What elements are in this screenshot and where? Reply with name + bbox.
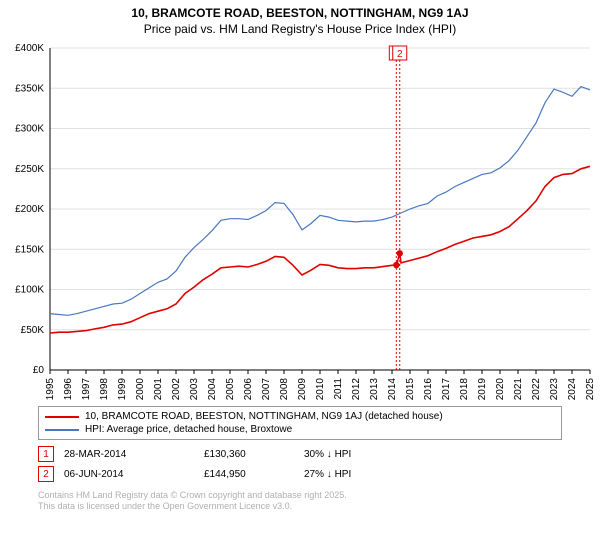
- footnote-line: This data is licensed under the Open Gov…: [38, 501, 562, 512]
- svg-text:1998: 1998: [99, 378, 110, 400]
- svg-text:2008: 2008: [279, 378, 290, 400]
- sale-index-box: 1: [38, 446, 54, 462]
- svg-text:2015: 2015: [405, 378, 416, 400]
- svg-text:2021: 2021: [513, 378, 524, 400]
- svg-text:2012: 2012: [351, 378, 362, 400]
- svg-text:£0: £0: [33, 365, 45, 376]
- svg-text:2013: 2013: [369, 378, 380, 400]
- svg-text:1999: 1999: [117, 378, 128, 400]
- legend-swatch: [45, 416, 79, 418]
- svg-text:2016: 2016: [423, 378, 434, 400]
- legend-swatch: [45, 429, 79, 431]
- svg-text:2014: 2014: [387, 378, 398, 400]
- svg-text:2022: 2022: [531, 378, 542, 400]
- svg-text:1995: 1995: [45, 378, 56, 400]
- footnote: Contains HM Land Registry data © Crown c…: [38, 490, 562, 512]
- sale-price: £144,950: [204, 469, 294, 480]
- svg-text:2019: 2019: [477, 378, 488, 400]
- svg-text:£150K: £150K: [15, 244, 44, 255]
- line-chart: £0 £50K £100K £150K £200K £250K £300K £350K £400…: [0, 40, 600, 400]
- svg-text:£200K: £200K: [15, 204, 44, 215]
- svg-text:£350K: £350K: [15, 83, 44, 94]
- sale-date: 06-JUN-2014: [64, 469, 194, 480]
- svg-text:£250K: £250K: [15, 164, 44, 175]
- svg-text:£400K: £400K: [15, 43, 44, 54]
- svg-text:2: 2: [397, 49, 403, 60]
- legend-item: 10, BRAMCOTE ROAD, BEESTON, NOTTINGHAM, …: [45, 410, 555, 423]
- svg-text:2023: 2023: [549, 378, 560, 400]
- svg-text:2001: 2001: [153, 378, 164, 400]
- sale-price: £130,360: [204, 449, 294, 460]
- svg-text:2018: 2018: [459, 378, 470, 400]
- svg-text:2003: 2003: [189, 378, 200, 400]
- svg-text:£100K: £100K: [15, 285, 44, 296]
- sales-table: 1 28-MAR-2014 £130,360 30% ↓ HPI 2 06-JUN-201…: [38, 444, 562, 484]
- footnote-line: Contains HM Land Registry data © Crown c…: [38, 490, 562, 501]
- svg-text:£50K: £50K: [21, 325, 45, 336]
- svg-text:£300K: £300K: [15, 124, 44, 135]
- legend-label: 10, BRAMCOTE ROAD, BEESTON, NOTTINGHAM, …: [85, 411, 443, 422]
- legend-item: HPI: Average price, detached house, Brox…: [45, 423, 555, 436]
- sale-date: 28-MAR-2014: [64, 449, 194, 460]
- chart-title: 10, BRAMCOTE ROAD, BEESTON, NOTTINGHAM, …: [0, 0, 600, 20]
- svg-text:2004: 2004: [207, 378, 218, 400]
- svg-text:2005: 2005: [225, 378, 236, 400]
- chart-area: £0 £50K £100K £150K £200K £250K £300K £350K £400…: [0, 40, 600, 400]
- svg-text:2011: 2011: [333, 378, 344, 400]
- sale-delta: 30% ↓ HPI: [304, 449, 562, 460]
- svg-text:2009: 2009: [297, 378, 308, 400]
- svg-text:2007: 2007: [261, 378, 272, 400]
- sale-row: 1 28-MAR-2014 £130,360 30% ↓ HPI: [38, 444, 562, 464]
- legend-label: HPI: Average price, detached house, Brox…: [85, 424, 292, 435]
- chart-subtitle: Price paid vs. HM Land Registry's House …: [0, 20, 600, 40]
- sale-delta: 27% ↓ HPI: [304, 469, 562, 480]
- sale-row: 2 06-JUN-2014 £144,950 27% ↓ HPI: [38, 464, 562, 484]
- svg-text:2000: 2000: [135, 378, 146, 400]
- svg-text:2024: 2024: [567, 378, 578, 400]
- svg-text:2025: 2025: [585, 378, 596, 400]
- svg-text:2006: 2006: [243, 378, 254, 400]
- svg-text:2010: 2010: [315, 378, 326, 400]
- svg-text:2002: 2002: [171, 378, 182, 400]
- legend: 10, BRAMCOTE ROAD, BEESTON, NOTTINGHAM, …: [38, 406, 562, 440]
- sale-index-box: 2: [38, 466, 54, 482]
- svg-text:1997: 1997: [81, 378, 92, 400]
- svg-text:1996: 1996: [63, 378, 74, 400]
- svg-text:2020: 2020: [495, 378, 506, 400]
- svg-text:2017: 2017: [441, 378, 452, 400]
